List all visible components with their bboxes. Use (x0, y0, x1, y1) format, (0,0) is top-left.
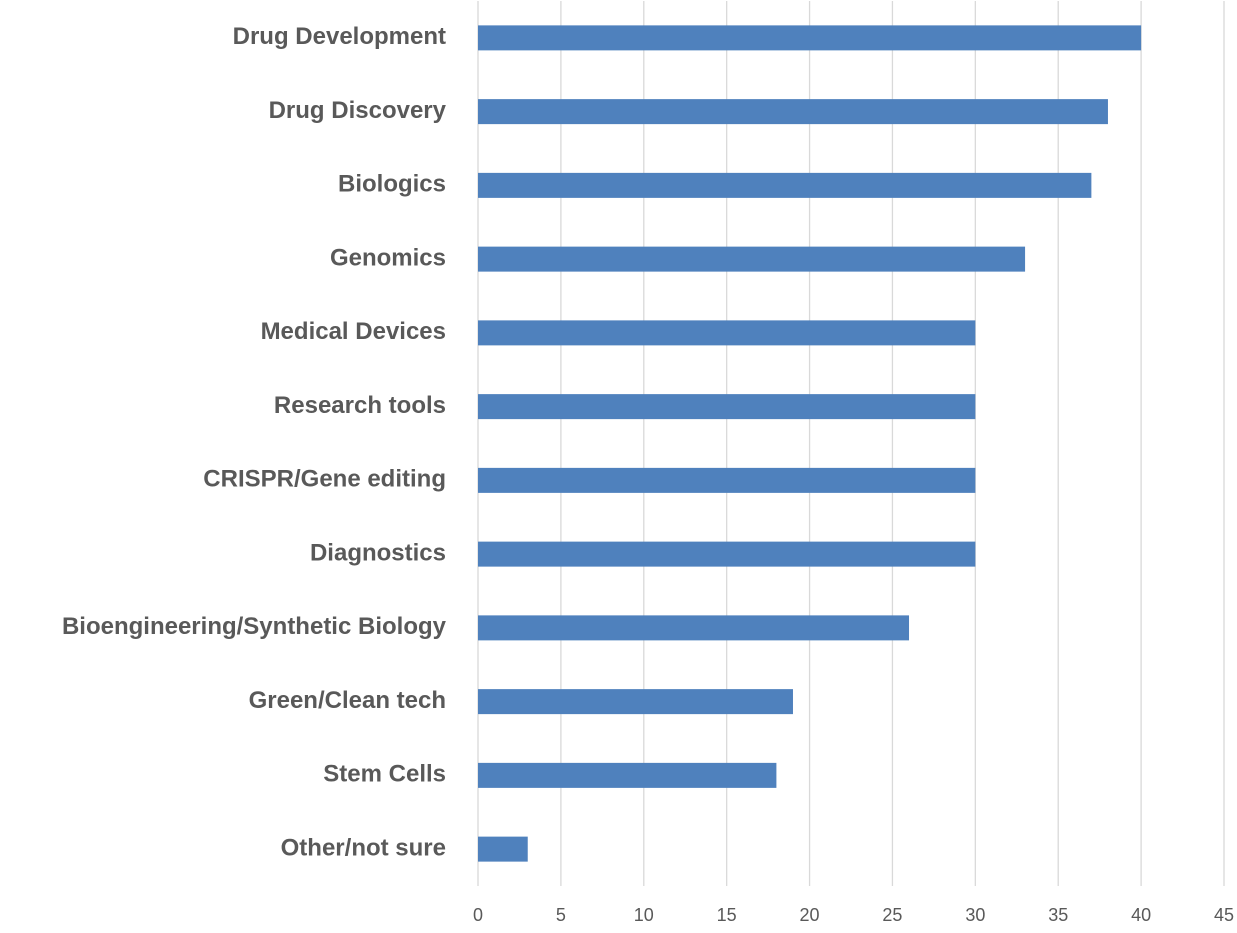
y-tick-label: Stem Cells (323, 761, 446, 788)
x-tick-label: 5 (556, 905, 566, 925)
x-tick-label: 35 (1048, 905, 1068, 925)
bar (478, 172, 1092, 198)
bar (478, 99, 1108, 125)
x-tick-label: 0 (473, 905, 483, 925)
y-tick-label: Biologics (338, 171, 446, 198)
x-tick-label: 25 (882, 905, 902, 925)
y-tick-label: CRISPR/Gene editing (203, 466, 446, 493)
y-tick-label: Diagnostics (310, 539, 446, 566)
bar (478, 762, 777, 788)
bar (478, 541, 976, 567)
bar (478, 836, 528, 862)
y-tick-label: Medical Devices (261, 318, 446, 345)
bar (478, 394, 976, 420)
bar (478, 25, 1142, 51)
x-tick-label: 45 (1214, 905, 1234, 925)
y-tick-label: Green/Clean tech (249, 687, 446, 714)
y-tick-label: Bioengineering/Synthetic Biology (62, 613, 447, 640)
bar (478, 467, 976, 493)
x-tick-label: 15 (717, 905, 737, 925)
y-tick-label: Research tools (274, 392, 446, 419)
x-tick-label: 20 (800, 905, 820, 925)
y-tick-label: Other/not sure (281, 834, 446, 861)
y-tick-label: Drug Discovery (269, 97, 447, 124)
y-tick-label: Drug Development (233, 23, 446, 50)
x-tick-label: 10 (634, 905, 654, 925)
x-tick-label: 40 (1131, 905, 1151, 925)
bar (478, 320, 976, 346)
bar (478, 615, 910, 641)
bar (478, 689, 793, 715)
y-tick-label: Genomics (330, 244, 446, 271)
x-tick-label: 30 (965, 905, 985, 925)
bar (478, 246, 1026, 272)
